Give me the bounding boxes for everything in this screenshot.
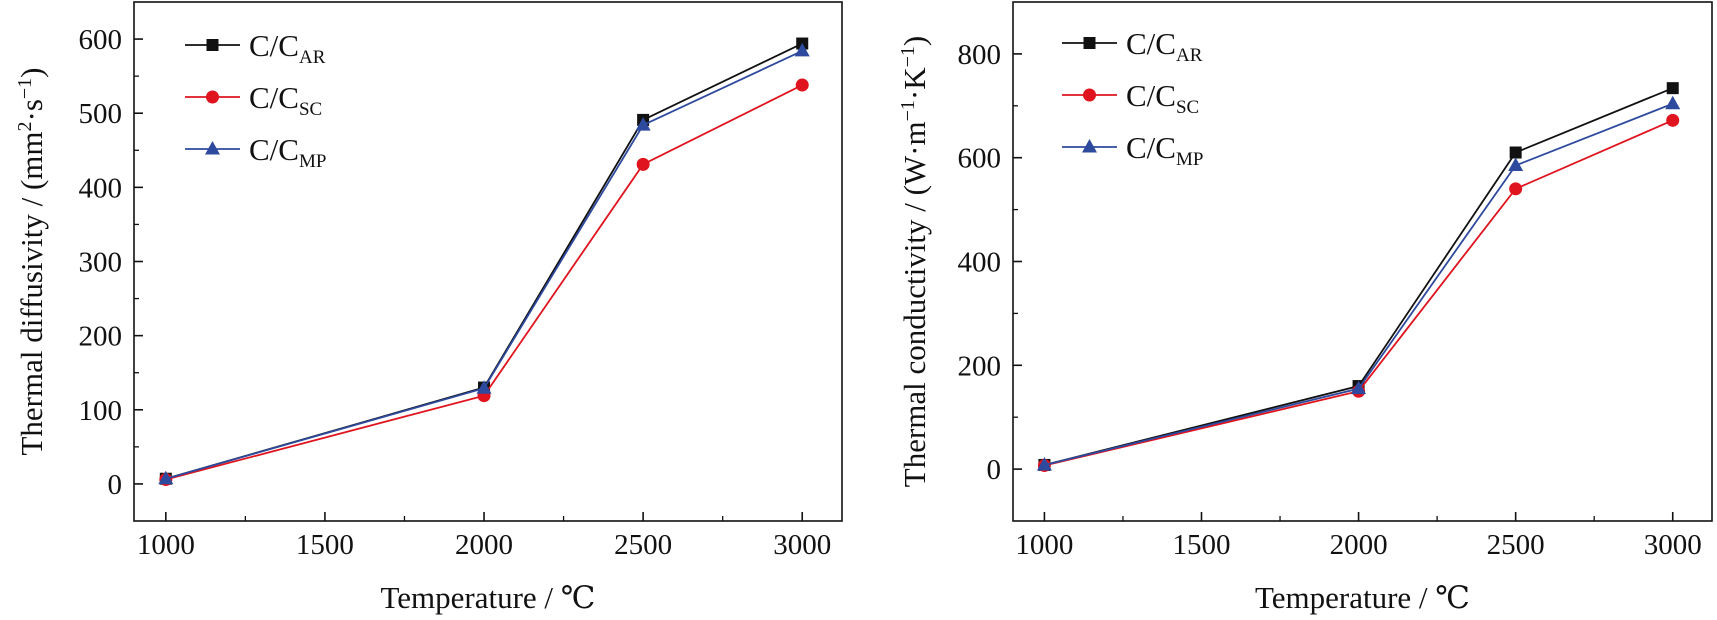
data-point-circle <box>636 157 650 171</box>
x-tick-label: 3000 <box>773 529 831 561</box>
y-tick-label: 800 <box>958 39 1002 71</box>
series-line <box>1044 119 1674 467</box>
x-tick-label: 2000 <box>1330 529 1388 561</box>
y-tick-label: 0 <box>108 469 123 501</box>
x-tick-label: 3000 <box>1644 529 1702 561</box>
data-point-triangle <box>1082 139 1097 153</box>
y-axis-label-superscript: 2 <box>14 121 36 131</box>
data-point-square <box>1083 37 1096 49</box>
legend-series-subscript: SC <box>299 99 322 120</box>
legend-label: C/CSC <box>249 80 322 120</box>
x-axis-label: Temperature / ℃ <box>1255 580 1470 615</box>
chart-2: 1000 1500 2000 2500 3000 0 200 400 600 800 Tempera… <box>897 1 1713 615</box>
legend-series-name: C/C <box>249 80 299 115</box>
data-point-circle <box>795 78 809 92</box>
series-mp <box>158 42 810 485</box>
series-sc <box>1037 113 1680 472</box>
legend-label: C/CSC <box>1126 78 1199 118</box>
legend-series-subscript: AR <box>299 47 326 68</box>
data-point-triangle <box>1036 456 1052 471</box>
y-axis-label-superscript: −1 <box>897 46 919 67</box>
series-mp <box>1036 95 1681 471</box>
y-axis-label-text: ·K <box>897 67 932 100</box>
legend-series-subscript: SC <box>1176 97 1199 118</box>
y-tick-label: 300 <box>79 247 123 279</box>
y-axis-label: Thermal conductivity / (W·m−1·K−1) <box>897 36 932 487</box>
legend-label: C/CMP <box>1126 130 1203 170</box>
legend-series-name: C/C <box>249 132 299 167</box>
data-point-triangle <box>205 141 220 155</box>
x-tick-label: 2500 <box>1487 529 1545 561</box>
data-point-circle <box>1666 113 1680 127</box>
series-line <box>165 84 803 481</box>
data-point-triangle <box>158 470 174 485</box>
y-axis-label-text: Thermal conductivity / (W·m <box>897 121 932 487</box>
data-point-triangle <box>1665 95 1681 110</box>
series-line <box>165 50 803 480</box>
y-axis-label-text: ) <box>897 36 932 46</box>
legend-label: C/CMP <box>249 132 326 172</box>
x-tick-label: 2500 <box>614 529 672 561</box>
data-point-triangle <box>794 42 810 57</box>
legend-series-name: C/C <box>1126 26 1176 61</box>
plot-frame <box>133 1 843 522</box>
legend-label: C/CAR <box>1126 26 1203 66</box>
y-tick-label: 200 <box>79 321 123 353</box>
legend-series-name: C/C <box>249 28 299 63</box>
x-tick-label: 1500 <box>1172 529 1230 561</box>
series-line <box>1044 87 1674 466</box>
data-point-triangle <box>1508 157 1524 171</box>
legend-series-subscript: MP <box>1176 149 1203 170</box>
y-axis-label-text: ) <box>14 67 49 77</box>
y-tick-label: 200 <box>958 350 1002 382</box>
plot-frame <box>1012 1 1713 522</box>
data-point-square <box>206 39 219 51</box>
x-tick-label: 1000 <box>137 529 195 561</box>
series-line <box>1044 102 1674 466</box>
legend-series-subscript: AR <box>1176 45 1203 66</box>
y-axis-label: Thermal diffusivity / (mm2·s−1) <box>14 67 49 455</box>
data-point-circle <box>1083 88 1096 102</box>
y-tick-label: 100 <box>79 395 123 427</box>
y-axis-label-text: Thermal diffusivity / (mm <box>14 131 49 455</box>
y-tick-label: 500 <box>79 98 123 130</box>
data-point-triangle <box>1351 380 1367 395</box>
chart-1: 1000 1500 2000 2500 3000 0 100 200 300 400 500 600 T… <box>14 1 843 615</box>
x-tick-label: 1000 <box>1015 529 1073 561</box>
y-tick-label: 400 <box>79 172 123 204</box>
x-axis-label: Temperature / ℃ <box>381 580 596 615</box>
legend-series-name: C/C <box>1126 130 1176 165</box>
data-point-triangle <box>635 117 651 131</box>
x-tick-label: 1500 <box>296 529 354 561</box>
data-point-square <box>1509 146 1522 159</box>
data-point-square <box>1666 82 1679 95</box>
y-axis-label-superscript: −1 <box>14 78 36 99</box>
legend-label: C/CAR <box>249 28 326 68</box>
data-point-circle <box>1509 182 1523 196</box>
y-tick-label: 0 <box>987 454 1002 486</box>
legend-series-subscript: MP <box>299 151 326 172</box>
y-axis-label-superscript: −1 <box>897 100 919 121</box>
y-tick-label: 600 <box>79 24 123 56</box>
y-tick-label: 600 <box>958 143 1002 175</box>
data-point-circle <box>206 90 219 104</box>
y-tick-label: 400 <box>958 247 1002 279</box>
y-axis-label-text: ·s <box>14 99 49 121</box>
data-point-triangle <box>476 380 492 394</box>
legend-series-name: C/C <box>1126 78 1176 113</box>
x-tick-label: 2000 <box>455 529 513 561</box>
